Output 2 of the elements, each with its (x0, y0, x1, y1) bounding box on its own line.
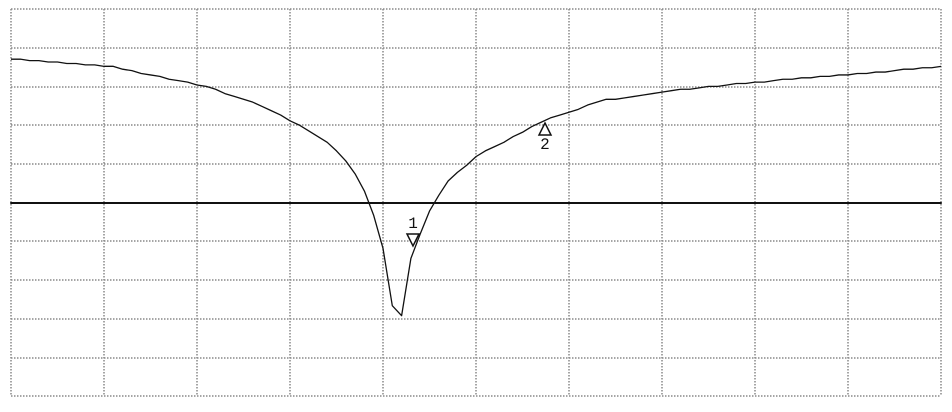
annotation: 2 (539, 136, 551, 154)
annotation: 1 (407, 214, 419, 233)
